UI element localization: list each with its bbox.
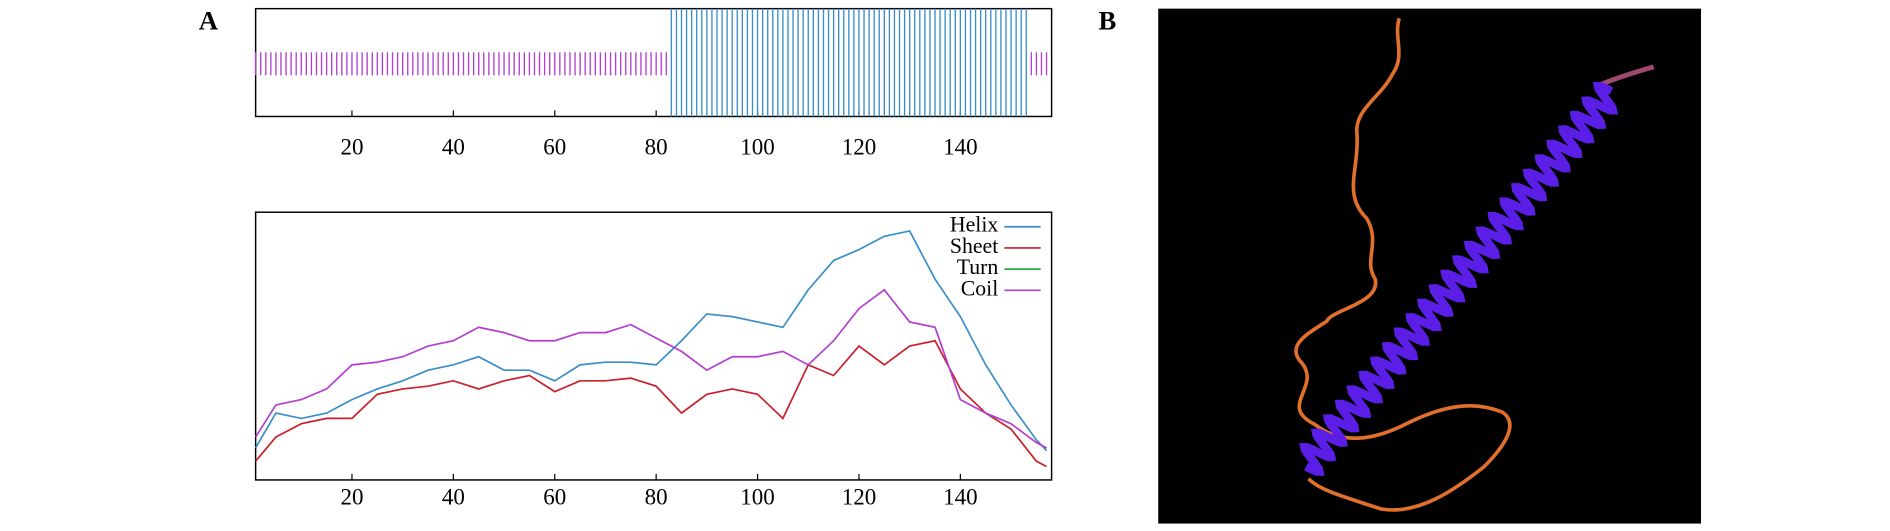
helix-ribbon [1299,81,1619,476]
x-tick-label: 80 [645,133,668,159]
structure-segment [254,52,667,76]
helix-ribbon [1299,81,1619,476]
x-tick-label: 120 [842,484,877,510]
series-line [254,339,1047,468]
x-tick-label: 100 [740,133,775,159]
series-line [254,230,1048,452]
x-tick-label: 40 [442,133,465,159]
x-tick-label: 60 [543,133,566,159]
x-tick-label: 80 [645,484,668,510]
x-tick-label: 60 [543,484,566,510]
legend-label: Coil [961,276,999,300]
x-tick-label: 20 [340,484,363,510]
structure-segment [670,8,1027,117]
legend-label: Turn [957,255,999,279]
x-tick-label: 120 [842,133,877,159]
coil-ribbon [1598,64,1655,88]
structure-image [1158,8,1701,524]
panel-label: B [1098,5,1116,35]
x-tick-label: 140 [943,133,978,159]
x-tick-label: 20 [340,133,363,159]
x-tick-label: 100 [740,484,775,510]
coil-ribbon [1294,17,1512,512]
plot-frame [254,7,1053,118]
legend-label: Helix [950,213,999,237]
x-tick-label: 140 [943,484,978,510]
legend-label: Sheet [950,234,998,258]
plot-frame [254,211,1053,481]
series-line [254,288,1047,449]
x-tick-label: 40 [442,484,465,510]
panel-label: A [199,5,219,35]
structure-segment [1030,52,1048,76]
